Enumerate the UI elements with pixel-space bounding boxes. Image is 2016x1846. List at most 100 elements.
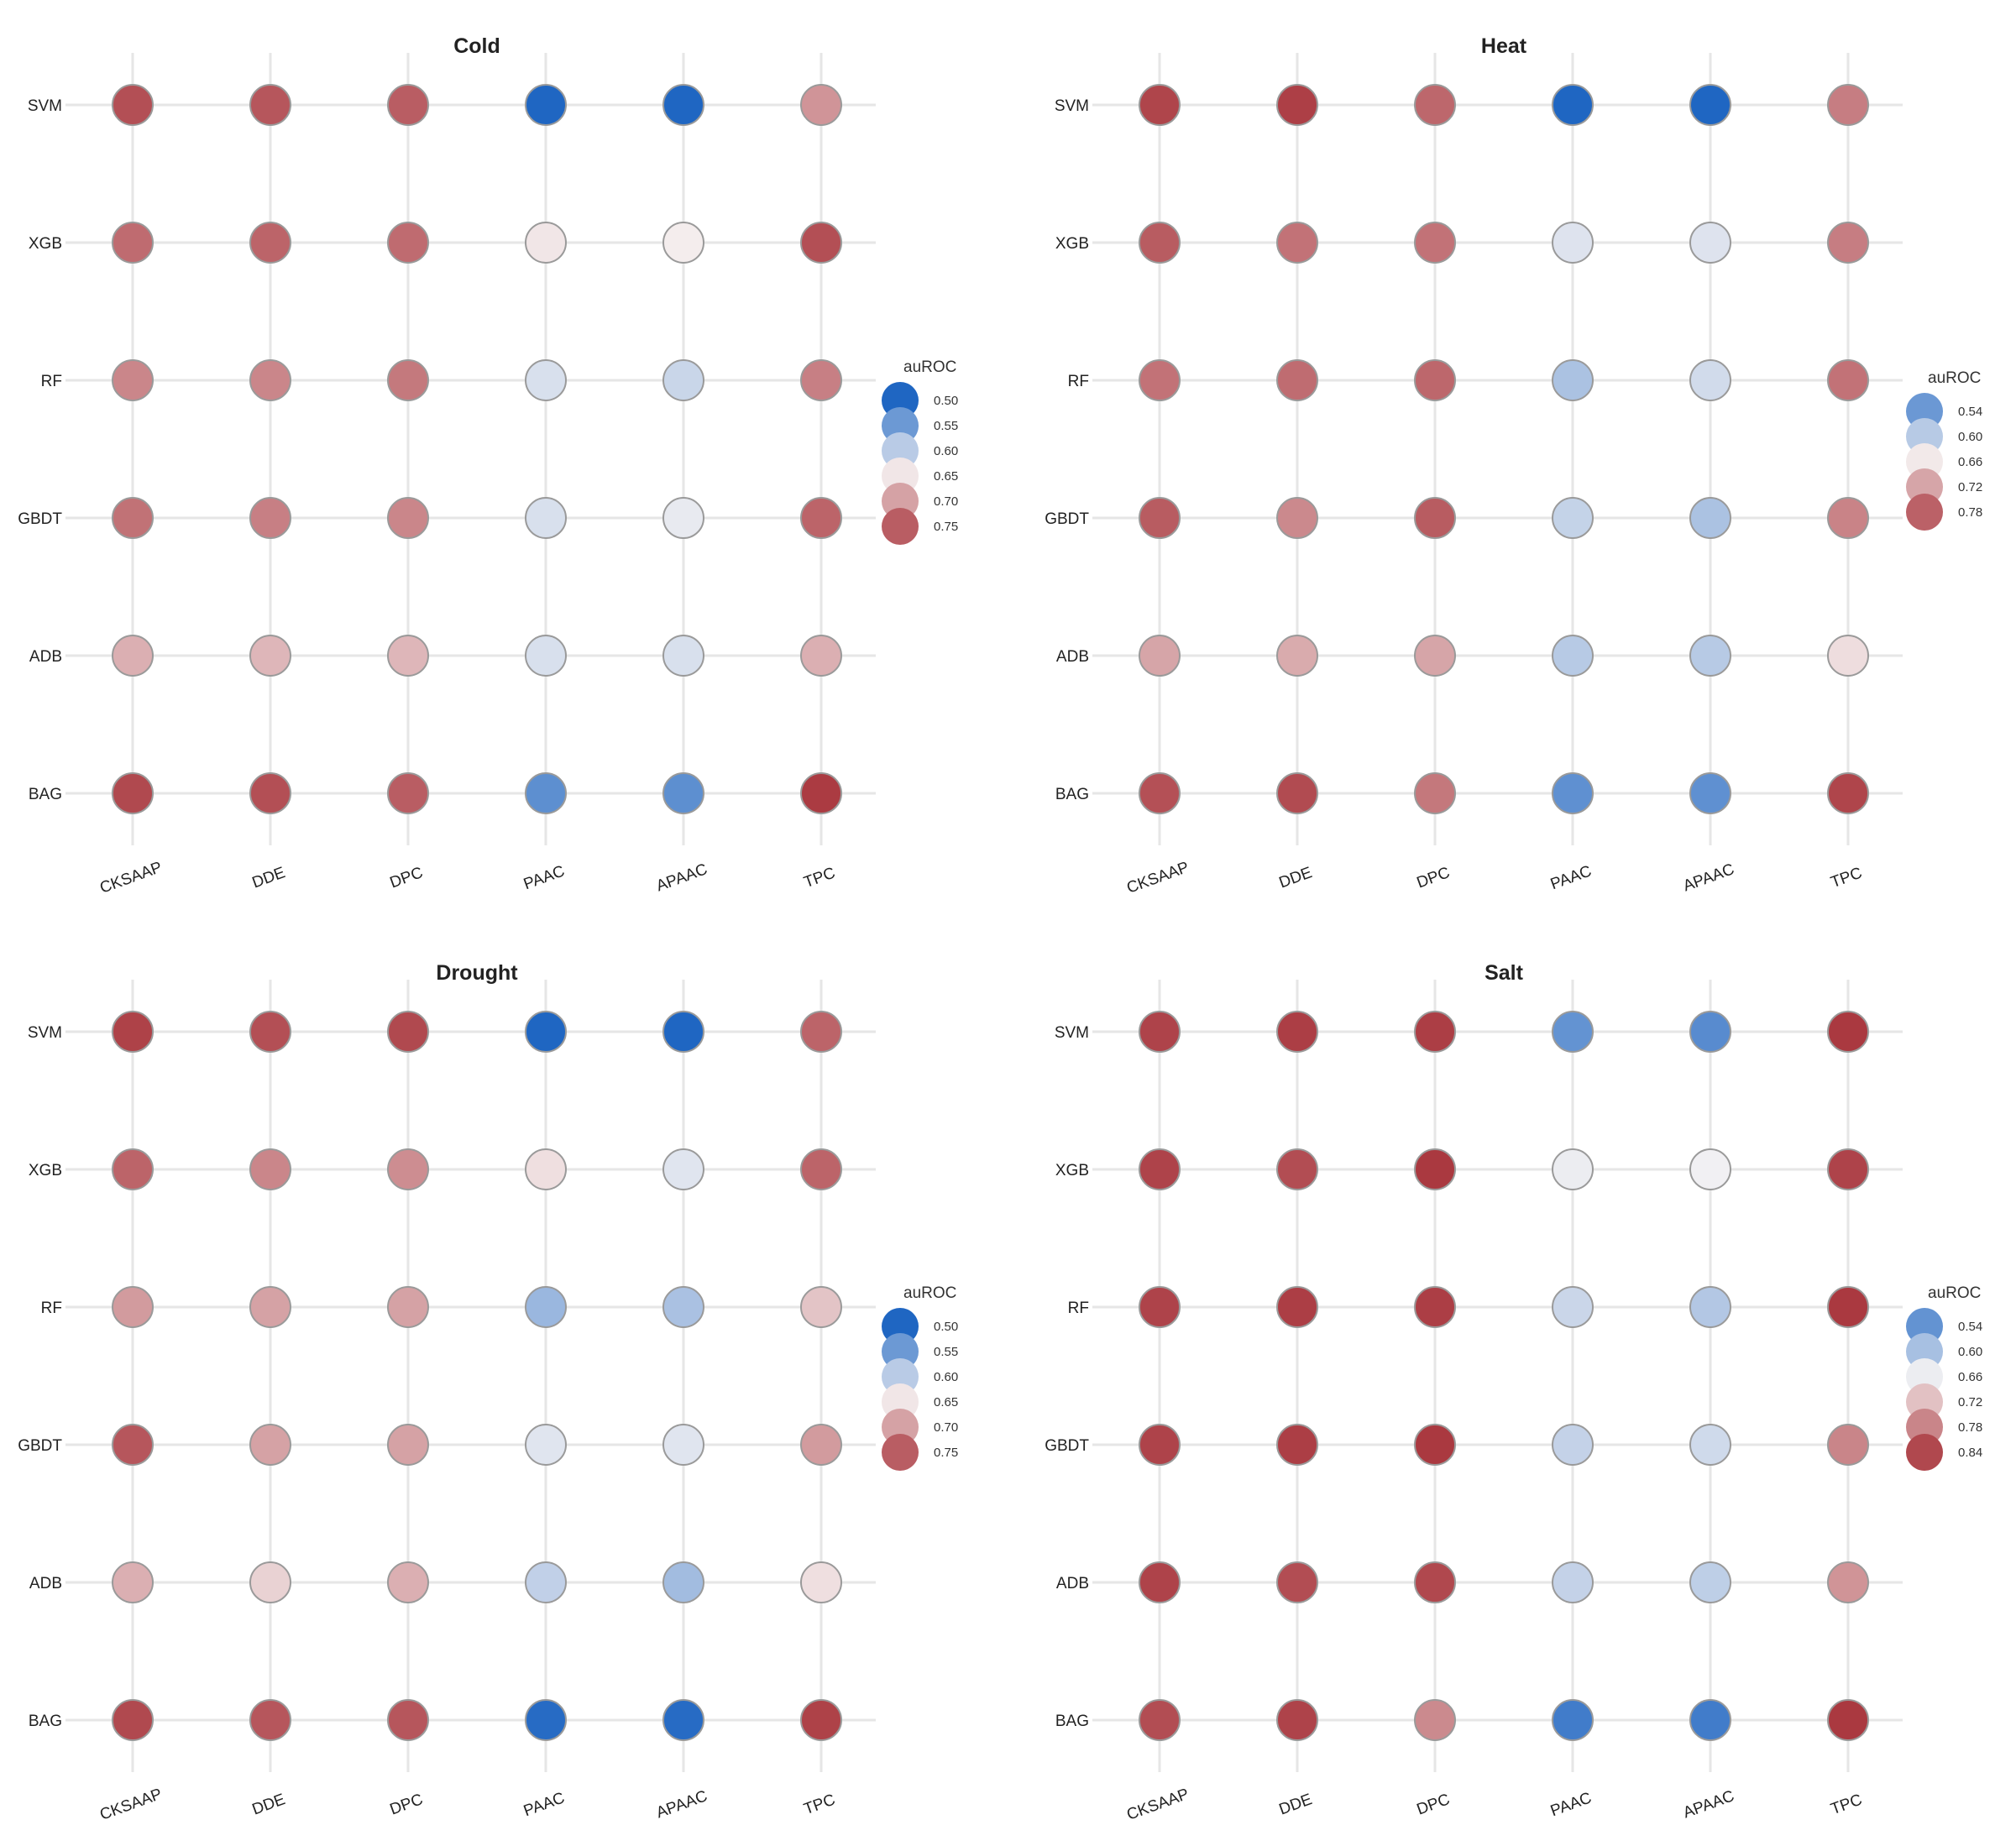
x-tick-label: APAAC	[654, 860, 710, 895]
x-tick-label: DPC	[388, 1791, 426, 1818]
x-tick-label: PAAC	[521, 862, 567, 893]
marker-xgb-cksaap	[1139, 1148, 1181, 1190]
legend-title: auROC	[1928, 369, 1981, 387]
marker-xgb-dpc	[387, 222, 429, 264]
marker-xgb-apaac	[662, 222, 704, 264]
y-tick-label: RF	[1068, 373, 1089, 390]
x-tick-label: TPC	[802, 864, 838, 892]
x-tick-label: APAAC	[654, 1787, 710, 1822]
marker-adb-dpc	[1414, 635, 1456, 677]
marker-adb-dpc	[387, 635, 429, 677]
y-tick-label: BAG	[1055, 1713, 1089, 1730]
marker-bag-dde	[249, 772, 291, 814]
marker-gbdt-dde	[1276, 497, 1318, 539]
panel-drought: Drought SVM XGB RF GBDT ADB BAG CKSAAP DDE DPC PAA…	[18, 961, 958, 1824]
marker-gbdt-apaac	[662, 497, 704, 539]
marker-rf-dde	[249, 1286, 291, 1328]
marker-adb-tpc	[1827, 635, 1869, 677]
marker-bag-tpc	[1827, 772, 1869, 814]
x-tick-label: APAAC	[1681, 1787, 1736, 1822]
x-tick-label: PAAC	[1548, 862, 1594, 893]
x-tick-label: DDE	[250, 1791, 288, 1818]
marker-bag-cksaap	[1139, 1699, 1181, 1741]
marker-svm-dde	[1276, 84, 1318, 126]
panel-cold: Cold SVM XGB RF GBDT ADB BAG CKSAAP DDE DPC PAAC AP…	[18, 34, 958, 897]
marker-rf-paac	[1552, 1286, 1594, 1328]
marker-adb-dde	[249, 1561, 291, 1603]
x-tick-label: DPC	[388, 864, 426, 892]
marker-svm-dpc	[1414, 84, 1456, 126]
x-tick-label: DDE	[250, 864, 288, 892]
marker-rf-apaac	[1689, 1286, 1731, 1328]
panel-salt: Salt SVM XGB RF GBDT ADB BAG CKSAAP DDE DPC PAAC AP…	[1045, 961, 1982, 1824]
y-tick-label: GBDT	[18, 510, 62, 528]
marker-rf-dde	[1276, 359, 1318, 401]
marker-svm-paac	[525, 1011, 567, 1053]
y-tick-label: GBDT	[1045, 1437, 1089, 1455]
marker-gbdt-apaac	[1689, 497, 1731, 539]
marker-gbdt-cksaap	[1139, 1424, 1181, 1466]
legend-tick-label: 0.75	[934, 520, 958, 534]
x-tick-label: DDE	[1277, 1791, 1315, 1818]
legend-tick-label: 0.54	[1958, 405, 1982, 419]
marker-xgb-dde	[1276, 1148, 1318, 1190]
marker-rf-paac	[525, 359, 567, 401]
marker-svm-dde	[1276, 1011, 1318, 1053]
x-tick-label: TPC	[1829, 864, 1865, 892]
x-tick-label: CKSAAP	[1124, 859, 1191, 897]
marker-adb-apaac	[1689, 635, 1731, 677]
marker-rf-apaac	[662, 1286, 704, 1328]
marker-gbdt-apaac	[1689, 1424, 1731, 1466]
x-tick-label: DDE	[1277, 864, 1315, 892]
panel-title: Salt	[1485, 961, 1524, 985]
marker-svm-paac	[1552, 1011, 1594, 1053]
marker-rf-tpc	[1827, 1286, 1869, 1328]
marker-xgb-cksaap	[1139, 222, 1181, 264]
legend-tick-label: 0.66	[1958, 1370, 1982, 1384]
marker-adb-apaac	[662, 1561, 704, 1603]
marker-rf-dpc	[1414, 1286, 1456, 1328]
marker-gbdt-dde	[249, 497, 291, 539]
marker-svm-tpc	[1827, 84, 1869, 126]
legend-tick-label: 0.65	[934, 1395, 958, 1409]
marker-bag-apaac	[1689, 772, 1731, 814]
marker-adb-dde	[1276, 1561, 1318, 1603]
legend-tick-label: 0.60	[1958, 430, 1982, 444]
y-tick-label: SVM	[28, 1024, 62, 1042]
marker-xgb-dpc	[1414, 1148, 1456, 1190]
marker-svm-cksaap	[1139, 1011, 1181, 1053]
marker-svm-apaac	[662, 84, 704, 126]
x-tick-label: TPC	[1829, 1791, 1865, 1818]
legend: auROC 0.54 0.60 0.66 0.72 0.78	[1906, 369, 1982, 531]
marker-adb-paac	[525, 635, 567, 677]
legend-tick-label: 0.78	[1958, 1420, 1982, 1435]
y-tick-label: RF	[41, 373, 62, 390]
marker-svm-apaac	[662, 1011, 704, 1053]
marker-svm-dde	[249, 1011, 291, 1053]
legend-tick-label: 0.60	[934, 1370, 958, 1384]
marker-xgb-cksaap	[112, 222, 154, 264]
marker-bag-dde	[249, 1699, 291, 1741]
marker-gbdt-dpc	[387, 1424, 429, 1466]
marker-svm-paac	[1552, 84, 1594, 126]
y-tick-label: ADB	[29, 1575, 62, 1592]
marker-rf-tpc	[1827, 359, 1869, 401]
marker-xgb-dde	[249, 222, 291, 264]
marker-rf-cksaap	[112, 1286, 154, 1328]
marker-bag-dpc	[387, 772, 429, 814]
legend-tick-label: 0.72	[1958, 1395, 1982, 1409]
marker-bag-dde	[1276, 772, 1318, 814]
x-tick-label: DPC	[1415, 1791, 1453, 1818]
x-tick-label: PAAC	[521, 1789, 567, 1820]
x-tick-label: CKSAAP	[97, 1786, 165, 1824]
marker-adb-dde	[1276, 635, 1318, 677]
marker-svm-dpc	[387, 1011, 429, 1053]
legend-tick-label: 0.70	[934, 494, 958, 509]
marker-gbdt-cksaap	[112, 1424, 154, 1466]
marker-adb-apaac	[662, 635, 704, 677]
panel-title: Drought	[436, 961, 518, 985]
legend-tick-label: 0.75	[934, 1446, 958, 1460]
marker-gbdt-tpc	[1827, 1424, 1869, 1466]
y-tick-label: XGB	[1055, 235, 1089, 253]
